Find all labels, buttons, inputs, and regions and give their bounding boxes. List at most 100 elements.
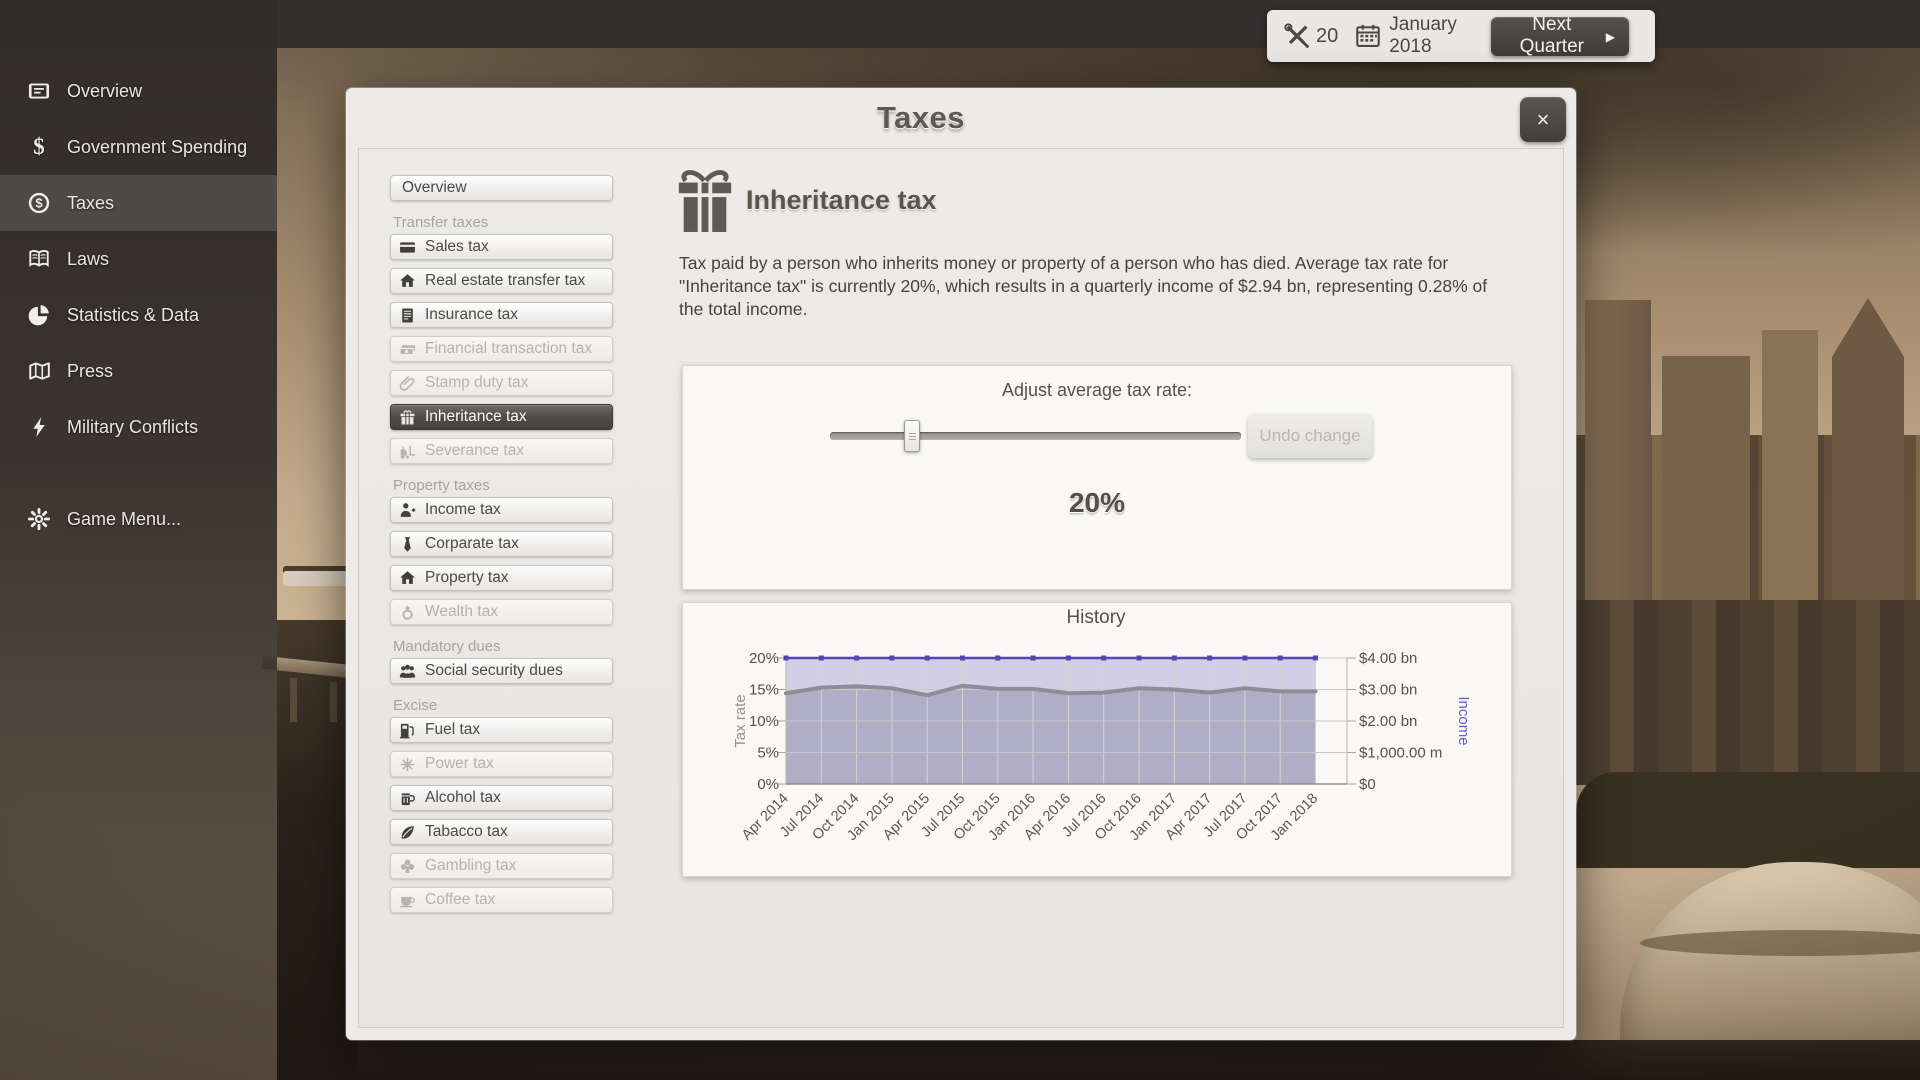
tax-button-label: Inheritance tax: [425, 408, 527, 425]
next-quarter-button[interactable]: Next Quarter ▶: [1490, 14, 1629, 57]
tax-button-coffee-tax[interactable]: Coffee tax: [390, 887, 613, 913]
fuel-pump-icon: [399, 722, 416, 739]
taxes-dialog: Taxes × Overview Transfer taxes Sales tax R…: [346, 88, 1576, 1040]
tax-button-financial-transaction-tax[interactable]: Financial transaction tax: [390, 336, 613, 362]
slider-track[interactable]: [830, 432, 1241, 440]
tax-button-stamp-duty-tax[interactable]: Stamp duty tax: [390, 370, 613, 396]
tax-button-label: Real estate transfer tax: [425, 272, 586, 289]
map-icon: [25, 359, 53, 383]
tax-button-label: Coffee tax: [425, 891, 496, 908]
gear-icon: [25, 507, 53, 531]
sidebar-item-taxes[interactable]: $ Taxes: [0, 175, 277, 231]
svg-text:Tax rate: Tax rate: [732, 694, 749, 747]
slider-handle[interactable]: [904, 420, 921, 452]
credit-card-icon: [399, 239, 416, 256]
tax-button-gambling-tax[interactable]: Gambling tax: [390, 853, 613, 879]
tax-detail-header: Inheritance tax: [674, 166, 937, 234]
tax-button-social-security-dues[interactable]: Social security dues: [390, 658, 613, 684]
background-skyline: [1560, 435, 1920, 685]
person-icon: [399, 502, 416, 519]
banknotes-icon: [399, 341, 416, 358]
sidebar-item-label: Press: [67, 360, 114, 381]
tax-button-label: Overview: [402, 179, 467, 196]
background-ship: [283, 566, 353, 586]
club-icon: [399, 858, 416, 875]
dialog-content: Overview Transfer taxes Sales tax Real esta…: [358, 148, 1564, 1028]
bolt-icon: [25, 415, 53, 439]
tax-button-label: Social security dues: [425, 662, 563, 679]
tax-button-label: Stamp duty tax: [425, 374, 529, 391]
sidebar-item-label: Military Conflicts: [67, 416, 199, 437]
svg-text:$2.00 bn: $2.00 bn: [1359, 713, 1417, 730]
tax-description: Tax paid by a person who inherits money …: [679, 253, 1488, 319]
tax-button-label: Insurance tax: [425, 306, 519, 323]
coffee-cup-icon: [399, 892, 416, 909]
book-icon: [25, 247, 53, 271]
tax-button-label: Financial transaction tax: [425, 340, 593, 357]
tax-button-income-tax[interactable]: Income tax: [390, 497, 613, 523]
tax-button-property-tax[interactable]: Property tax: [390, 565, 613, 591]
current-date: January 2018: [1389, 14, 1457, 57]
tie-icon: [399, 536, 416, 553]
tax-button-alcohol-tax[interactable]: Alcohol tax: [390, 785, 613, 811]
tax-button-fuel-tax[interactable]: Fuel tax: [390, 717, 613, 743]
tax-button-label: Gambling tax: [425, 857, 517, 874]
sidebar: Overview $ Government Spending $ Taxes Laws St…: [0, 0, 277, 1080]
people-icon: [399, 663, 416, 680]
dollar-icon: $: [25, 135, 53, 159]
tax-detail: Inheritance tax Tax paid by a person who…: [674, 149, 1565, 1029]
sidebar-item-overview[interactable]: Overview: [0, 63, 277, 119]
svg-text:0%: 0%: [757, 776, 779, 793]
sidebar-item-military-conflicts[interactable]: Military Conflicts: [0, 399, 277, 455]
sidebar-item-laws[interactable]: Laws: [0, 231, 277, 287]
tax-button-label: Wealth tax: [425, 603, 498, 620]
tax-group-label-property-taxes: Property taxes: [393, 477, 490, 494]
tools-count: 20: [1316, 24, 1339, 47]
tax-button-tabacco-tax[interactable]: Tabacco tax: [390, 819, 613, 845]
tax-button-label: Fuel tax: [425, 721, 481, 738]
sidebar-item-label: Taxes: [67, 192, 115, 213]
svg-text:$: $: [35, 195, 43, 210]
sidebar-item-game-menu[interactable]: Game Menu...: [0, 491, 277, 547]
close-button[interactable]: ×: [1520, 97, 1566, 142]
tax-button-label: Corparate tax: [425, 535, 519, 552]
background-arena: [1620, 862, 1920, 1080]
svg-text:20%: 20%: [749, 650, 779, 667]
sidebar-item-label: Game Menu...: [67, 508, 182, 529]
history-panel: 0% $0 5% $1,000.00 m 10% $2.00 bn 15% $3.00 bn 2…: [682, 602, 1512, 877]
gift-icon: [674, 166, 736, 234]
tax-button-label: Property tax: [425, 569, 509, 586]
svg-text:Income: Income: [1455, 696, 1472, 745]
sidebar-item-label: Laws: [67, 248, 110, 269]
tax-button-overview[interactable]: Overview: [390, 175, 613, 201]
tax-button-corparate-tax[interactable]: Corparate tax: [390, 531, 613, 557]
sidebar-item-press[interactable]: Press: [0, 343, 277, 399]
tax-group-label-excise: Excise: [393, 697, 438, 714]
paperclip-icon: [399, 375, 416, 392]
house-icon: [399, 273, 416, 290]
tax-group-label-mandatory-dues: Mandatory dues: [393, 638, 501, 655]
tax-button-insurance-tax[interactable]: Insurance tax: [390, 302, 613, 328]
tax-button-severance-tax[interactable]: Severance tax: [390, 438, 613, 464]
tax-button-label: Sales tax: [425, 238, 489, 255]
hud-toolbar: 20 January 2018 Next Quarter ▶: [1267, 10, 1655, 62]
svg-text:5%: 5%: [757, 745, 779, 762]
tax-rate-slider[interactable]: [830, 420, 1241, 452]
tax-button-inheritance-tax[interactable]: Inheritance tax: [390, 404, 613, 430]
pie-chart-icon: [25, 303, 53, 327]
history-chart: 0% $0 5% $1,000.00 m 10% $2.00 bn 15% $3.00 bn 2…: [732, 607, 1472, 844]
tax-button-label: Alcohol tax: [425, 789, 501, 806]
tax-button-wealth-tax[interactable]: Wealth tax: [390, 599, 613, 625]
current-rate-value: 20%: [1068, 487, 1126, 518]
undo-change-button[interactable]: Undo change: [1248, 414, 1372, 458]
tax-button-sales-tax[interactable]: Sales tax: [390, 234, 613, 260]
tax-button-label: Tabacco tax: [425, 823, 508, 840]
tax-button-power-tax[interactable]: Power tax: [390, 751, 613, 777]
sidebar-item-statistics-data[interactable]: Statistics & Data: [0, 287, 277, 343]
sidebar-item-government-spending[interactable]: $ Government Spending: [0, 119, 277, 175]
tax-button-label: Severance tax: [425, 442, 525, 459]
tax-button-real-estate-transfer-tax[interactable]: Real estate transfer tax: [390, 268, 613, 294]
next-quarter-label: Next Quarter: [1519, 14, 1584, 57]
sidebar-item-label: Statistics & Data: [67, 304, 200, 325]
tax-category-list: Overview Transfer taxes Sales tax Real esta…: [390, 175, 613, 921]
